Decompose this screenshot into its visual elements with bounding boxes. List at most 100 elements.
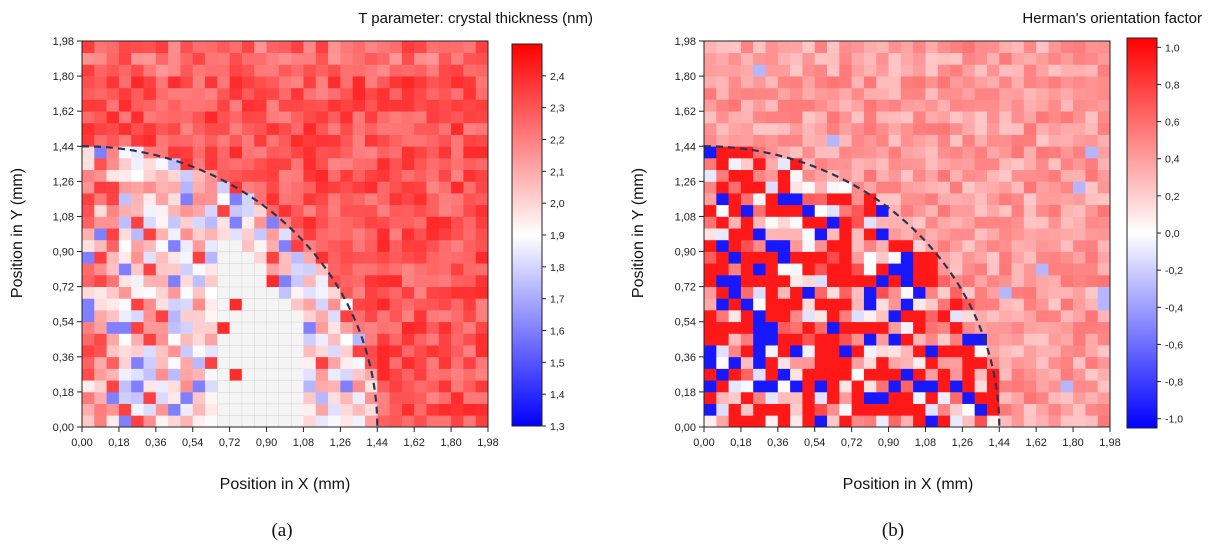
heatmap-cell	[303, 333, 317, 346]
heatmap-cell	[1023, 204, 1037, 217]
heatmap-cell	[278, 41, 292, 54]
heatmap-cell	[814, 403, 828, 416]
heatmap-cell	[728, 157, 742, 171]
heatmap-cell	[974, 286, 988, 299]
heatmap-cell	[1073, 52, 1086, 65]
heatmap-cell	[389, 239, 403, 252]
heatmap-cell	[863, 204, 877, 217]
heatmap-cell	[205, 52, 218, 65]
heatmap-cell	[278, 368, 292, 381]
heatmap-cell	[426, 286, 440, 299]
heatmap-cell	[962, 380, 976, 393]
heatmap-cell	[962, 122, 976, 135]
heatmap-cell	[962, 310, 976, 323]
heatmap-cell	[291, 169, 304, 182]
heatmap-cell	[1023, 99, 1037, 112]
y-tick-label: 0,90	[53, 247, 74, 259]
heatmap-cell	[364, 274, 378, 287]
heatmap-cell	[1048, 274, 1062, 287]
heatmap-cell	[168, 99, 181, 112]
heatmap-cell	[118, 286, 132, 299]
heatmap-cell	[1060, 403, 1074, 416]
heatmap-cell	[94, 403, 107, 416]
colorbar-tick-label: 2,2	[550, 135, 565, 147]
heatmap-cell	[340, 134, 354, 147]
heatmap-cell	[180, 228, 194, 241]
heatmap-cell	[315, 286, 329, 299]
heatmap-cell	[414, 298, 427, 311]
heatmap-cell	[1036, 391, 1049, 404]
heatmap-cell	[704, 239, 717, 252]
heatmap-cell	[451, 193, 464, 206]
heatmap-cell	[168, 228, 181, 241]
heatmap-cell	[716, 391, 729, 404]
heatmap-cell	[827, 193, 840, 206]
heatmap-cell	[389, 157, 403, 171]
heatmap-cell	[753, 391, 766, 404]
heatmap-cell	[986, 380, 1000, 393]
heatmap-cell	[143, 239, 157, 252]
heatmap-cell	[364, 76, 378, 89]
y-tick-label: 1,98	[675, 36, 696, 48]
heatmap-cell	[1097, 298, 1111, 311]
heatmap-cell	[716, 251, 729, 264]
heatmap-cell	[986, 391, 1000, 404]
heatmap-cell	[155, 415, 169, 428]
heatmap-cell	[1097, 391, 1111, 404]
heatmap-cell	[839, 274, 852, 287]
heatmap-cell	[131, 228, 144, 241]
colorbar-tick-label: 0,6	[1165, 117, 1180, 129]
heatmap-cell	[438, 380, 452, 393]
heatmap-cell	[118, 356, 132, 369]
heatmap-cell	[1023, 274, 1037, 287]
heatmap-cell	[278, 193, 292, 206]
heatmap-cell	[94, 169, 107, 182]
heatmap-cell	[475, 204, 489, 217]
heatmap-cell	[266, 157, 280, 171]
heatmap-cell	[863, 391, 877, 404]
heatmap-cell	[765, 193, 779, 206]
heatmap-cell	[900, 298, 914, 311]
heatmap-cell	[106, 87, 120, 100]
heatmap-cell	[974, 298, 988, 311]
heatmap-cell	[1023, 415, 1037, 428]
heatmap-cell	[1036, 403, 1049, 416]
heatmap-cell	[266, 41, 280, 54]
colorbar-tick-label: 1,3	[550, 421, 565, 433]
heatmap-cell	[340, 333, 354, 346]
panel-a-heatmap: T parameter: crystal thickness (nm) 0,00…	[9, 10, 593, 541]
heatmap-cell	[364, 239, 378, 252]
heatmap-cell	[1097, 263, 1111, 276]
heatmap-cell	[401, 134, 415, 147]
heatmap-cell	[217, 146, 230, 159]
heatmap-cell	[1048, 310, 1062, 323]
heatmap-cell	[876, 286, 889, 299]
heatmap-cell	[704, 345, 717, 358]
heatmap-cell	[106, 251, 120, 264]
heatmap-cell	[999, 41, 1012, 54]
heatmap-cell	[728, 391, 742, 404]
heatmap-cell	[426, 52, 440, 65]
heatmap-cell	[814, 134, 828, 147]
heatmap-cell	[278, 415, 292, 428]
heatmap-cell	[205, 368, 218, 381]
panel-a-y-axis: 0,000,180,360,540,720,901,081,261,441,62…	[53, 36, 82, 434]
heatmap-cell	[704, 274, 717, 287]
heatmap-cell	[937, 193, 951, 206]
heatmap-cell	[241, 169, 255, 182]
heatmap-cell	[1097, 122, 1111, 135]
heatmap-cell	[340, 391, 354, 404]
heatmap-cell	[94, 321, 107, 334]
heatmap-cell	[962, 415, 976, 428]
heatmap-cell	[340, 263, 354, 276]
heatmap-cell	[451, 239, 464, 252]
heatmap-cell	[168, 146, 181, 159]
heatmap-cell	[315, 251, 329, 264]
heatmap-cell	[364, 87, 378, 100]
heatmap-cell	[266, 298, 280, 311]
heatmap-cell	[1048, 239, 1062, 252]
heatmap-cell	[106, 228, 120, 241]
heatmap-cell	[364, 157, 378, 171]
heatmap-cell	[254, 216, 267, 229]
heatmap-cell	[241, 87, 255, 100]
